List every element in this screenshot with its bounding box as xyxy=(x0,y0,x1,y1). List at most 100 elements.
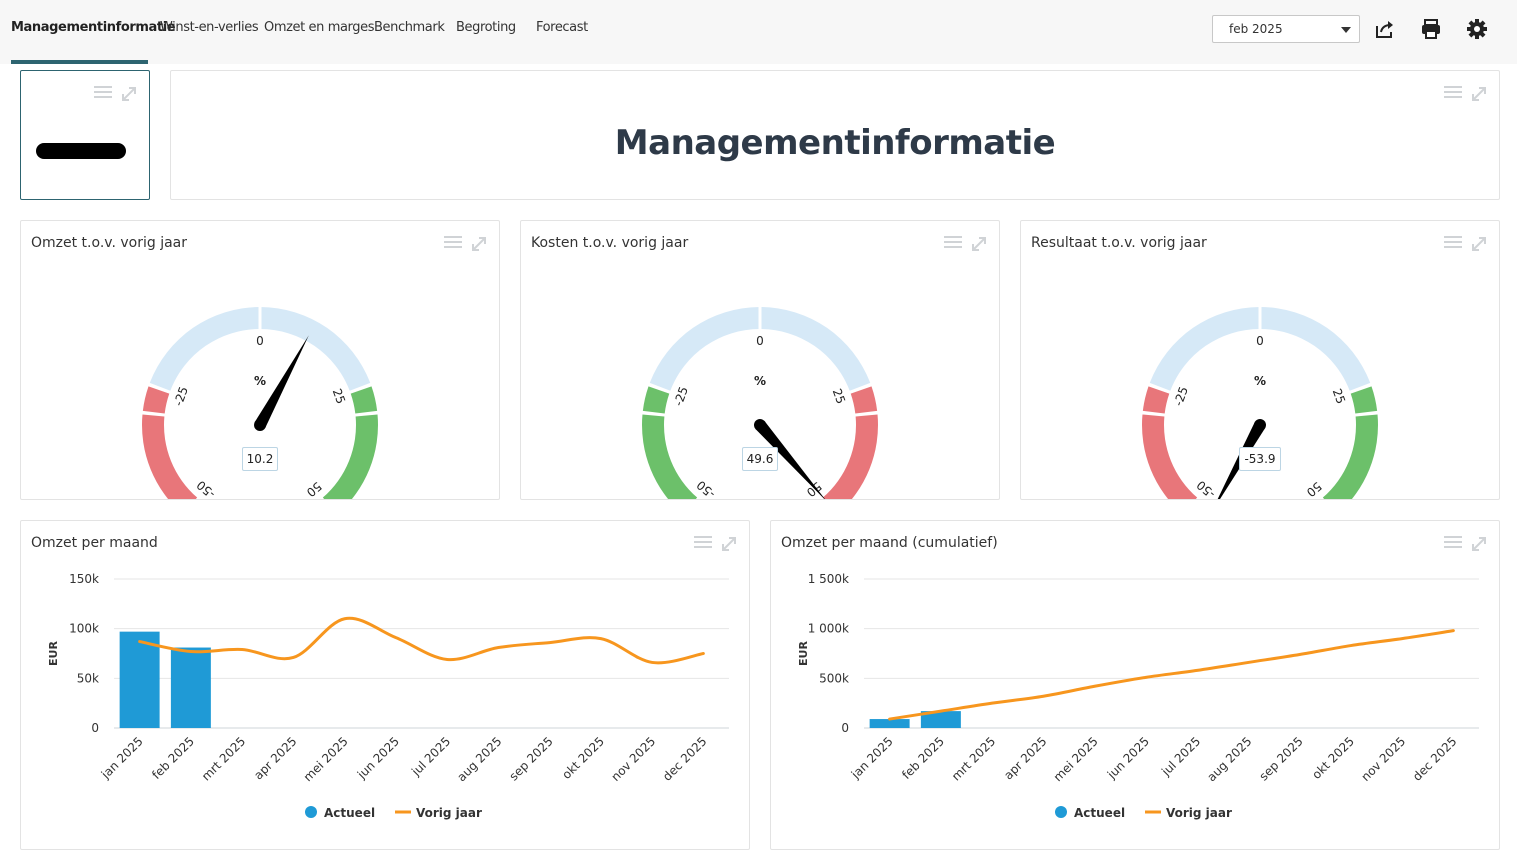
gauge-unit-label: % xyxy=(754,374,766,388)
panel-tools xyxy=(1444,85,1488,103)
hamburger-menu-icon[interactable] xyxy=(1444,236,1462,250)
gauge-title: Kosten t.o.v. vorig jaar xyxy=(531,235,689,251)
gauge-band xyxy=(1142,414,1198,499)
x-tick-label: jan 2025 xyxy=(848,734,896,782)
gauge-band xyxy=(1149,307,1371,391)
gauge-title: Resultaat t.o.v. vorig jaar xyxy=(1031,235,1207,251)
tab-benchmark[interactable]: Benchmark xyxy=(374,20,445,35)
gauge-band xyxy=(142,386,170,414)
x-tick-label: mrt 2025 xyxy=(949,734,998,783)
gauge-tick-label: 0 xyxy=(1256,334,1264,348)
gauge-value-label: 49.6 xyxy=(742,447,778,471)
y-axis-label: EUR xyxy=(47,641,60,666)
gauge-band xyxy=(642,414,698,499)
panel-tools xyxy=(694,535,738,553)
page-title: Managementinformatie xyxy=(614,123,1056,163)
hamburger-menu-icon[interactable] xyxy=(944,236,962,250)
gauge-band xyxy=(1350,386,1378,414)
x-tick-label: jan 2025 xyxy=(98,734,146,782)
tab-winst-en-verlies[interactable]: Winst-en-verlies xyxy=(160,20,259,35)
expand-icon[interactable] xyxy=(120,85,138,103)
title-panel: Managementinformatie xyxy=(170,70,1500,200)
panel-tools xyxy=(94,85,138,103)
x-tick-label: mrt 2025 xyxy=(199,734,248,783)
period-select-value: feb 2025 xyxy=(1229,22,1283,36)
gauge-band xyxy=(822,414,878,499)
panel-tools xyxy=(1444,535,1488,553)
gauge-unit-label: % xyxy=(254,374,266,388)
expand-icon[interactable] xyxy=(1470,85,1488,103)
legend-marker-actueel xyxy=(305,806,317,818)
legend-label: Vorig jaar xyxy=(416,806,482,820)
y-tick-label: 0 xyxy=(91,721,99,735)
gauge-tick-label: -25 xyxy=(671,385,691,408)
y-tick-label: 50k xyxy=(77,671,99,685)
expand-icon[interactable] xyxy=(720,535,738,553)
gauge-needle-hub xyxy=(754,419,766,431)
x-tick-label: feb 2025 xyxy=(899,734,947,782)
gauge-value-label: -53.9 xyxy=(1239,447,1281,471)
x-tick-label: apr 2025 xyxy=(251,734,299,782)
gauge-value-label: 10.2 xyxy=(242,447,278,471)
hamburger-menu-icon[interactable] xyxy=(1444,536,1462,550)
panel-tools xyxy=(444,235,488,253)
x-tick-label: sep 2025 xyxy=(507,734,556,783)
gauge-tick-label: -25 xyxy=(171,385,191,408)
gauge-tick-label: 0 xyxy=(756,334,764,348)
expand-icon[interactable] xyxy=(470,235,488,253)
gauge-title: Omzet t.o.v. vorig jaar xyxy=(31,235,188,251)
y-tick-label: 0 xyxy=(841,721,849,735)
y-tick-label: 1 000k xyxy=(808,622,849,636)
x-tick-label: jul 2025 xyxy=(1158,734,1203,779)
bar xyxy=(119,631,160,728)
x-tick-label: aug 2025 xyxy=(1204,734,1254,784)
expand-icon[interactable] xyxy=(1470,535,1488,553)
x-tick-label: mei 2025 xyxy=(301,734,351,784)
x-tick-label: apr 2025 xyxy=(1001,734,1049,782)
x-tick-label: nov 2025 xyxy=(1358,734,1408,784)
gauge-tick-label: 25 xyxy=(830,387,848,406)
period-select[interactable]: feb 2025 xyxy=(1212,15,1360,43)
y-tick-label: 1 500k xyxy=(808,572,849,586)
gauge-tick-label: -50 xyxy=(694,478,718,499)
gauge-tick-label: 50 xyxy=(804,479,825,499)
expand-icon[interactable] xyxy=(970,235,988,253)
tab-forecast[interactable]: Forecast xyxy=(536,20,588,35)
chart-panel-omzet-cumulatief: Omzet per maand (cumulatief) 0 500k 1 000k… xyxy=(770,520,1500,850)
gauge-band xyxy=(642,386,670,414)
hamburger-menu-icon[interactable] xyxy=(1444,86,1462,100)
gauge-panel-omzet: Omzet t.o.v. vorig jaar -50 -25 0 25 50% 10.… xyxy=(20,220,500,500)
gauge-tick-label: -50 xyxy=(1194,478,1218,499)
hamburger-menu-icon[interactable] xyxy=(694,536,712,550)
share-icon[interactable] xyxy=(1373,17,1397,41)
print-icon[interactable] xyxy=(1419,17,1443,41)
logo-panel[interactable] xyxy=(20,70,150,200)
y-tick-label: 150k xyxy=(69,572,99,586)
gauge-band xyxy=(649,307,871,391)
x-tick-label: dec 2025 xyxy=(1410,734,1459,783)
x-tick-label: okt 2025 xyxy=(559,734,607,782)
y-axis-label: EUR xyxy=(797,641,810,666)
hamburger-menu-icon[interactable] xyxy=(94,86,112,100)
chevron-down-icon xyxy=(1341,27,1351,33)
legend-label: Actueel xyxy=(324,806,375,820)
tab-begroting[interactable]: Begroting xyxy=(456,20,516,35)
gauge-tick-label: 25 xyxy=(330,387,348,406)
bar xyxy=(170,647,211,728)
legend-marker-actueel xyxy=(1055,806,1067,818)
x-tick-label: aug 2025 xyxy=(454,734,504,784)
gear-icon[interactable] xyxy=(1465,17,1489,41)
gauge-tick-label: 25 xyxy=(1330,387,1348,406)
expand-icon[interactable] xyxy=(1470,235,1488,253)
gauge-needle-hub xyxy=(254,419,266,431)
gauge-tick-label: -50 xyxy=(194,478,218,499)
y-tick-label: 500k xyxy=(819,671,849,685)
x-tick-label: mei 2025 xyxy=(1051,734,1101,784)
hamburger-menu-icon[interactable] xyxy=(444,236,462,250)
tab-omzet-en-marges[interactable]: Omzet en marges xyxy=(264,20,375,35)
tab-managementinformatie[interactable]: Managementinformatie xyxy=(11,20,176,35)
gauge-tick-label: 0 xyxy=(256,334,264,348)
gauge-panel-kosten: Kosten t.o.v. vorig jaar -50 -25 0 25 50% 49… xyxy=(520,220,1000,500)
gauge-band xyxy=(142,414,198,499)
panel-tools xyxy=(944,235,988,253)
